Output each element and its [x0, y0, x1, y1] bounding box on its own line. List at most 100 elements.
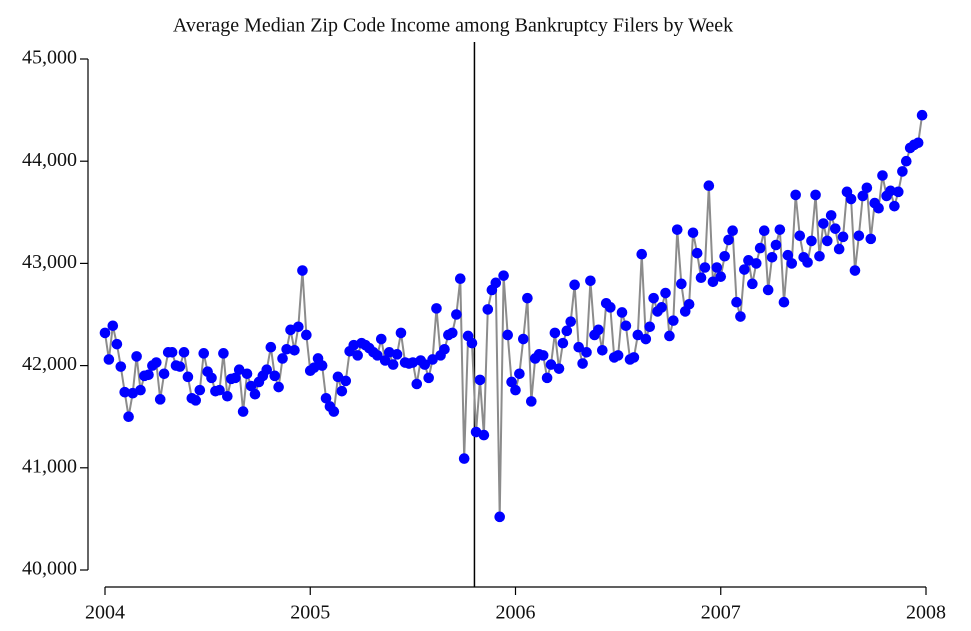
data-point: [233, 364, 245, 375]
data-point: [561, 325, 573, 337]
data-point: [297, 265, 308, 276]
data-point: [900, 155, 912, 167]
data-point: [387, 359, 399, 370]
data-point: [916, 109, 928, 121]
data-point: [411, 378, 423, 390]
data-point: [628, 352, 640, 363]
data-point: [861, 182, 873, 194]
data-point: [569, 279, 580, 291]
data-point: [810, 189, 821, 201]
data-point: [620, 320, 632, 332]
data-point: [454, 273, 466, 285]
data-point: [632, 329, 644, 341]
data-point: [419, 359, 431, 370]
y-tick-label: 42,000: [22, 353, 77, 375]
x-tick-label: 2007: [701, 602, 741, 624]
data-point: [119, 386, 131, 398]
data-point: [818, 218, 829, 229]
data-point: [277, 353, 288, 364]
data-point: [577, 358, 588, 369]
data-point: [565, 316, 577, 327]
data-point: [877, 170, 888, 181]
data-point: [273, 381, 284, 393]
data-point: [727, 225, 738, 236]
data-point: [660, 287, 671, 299]
data-point: [431, 303, 442, 314]
data-point: [115, 361, 127, 372]
data-point: [557, 337, 569, 349]
data-point: [636, 248, 648, 260]
x-tick-label: 2005: [290, 602, 330, 624]
y-tick-label: 45,000: [22, 47, 77, 69]
y-tick-label: 40,000: [22, 558, 77, 580]
data-point: [711, 262, 723, 273]
data-point: [340, 375, 352, 387]
data-point: [99, 327, 111, 339]
data-point: [522, 292, 533, 304]
data-point: [482, 304, 494, 315]
data-point: [735, 311, 746, 322]
data-point: [849, 265, 861, 276]
data-point: [719, 250, 730, 262]
data-point: [853, 230, 865, 242]
x-tick-label: 2008: [906, 602, 946, 624]
data-point: [774, 224, 786, 235]
data-point: [143, 369, 154, 381]
data-point: [135, 384, 146, 396]
data-point: [699, 262, 711, 273]
data-point: [545, 359, 557, 370]
data-point: [214, 384, 225, 396]
data-point: [585, 275, 596, 287]
data-point: [821, 235, 833, 247]
data-point: [249, 388, 261, 400]
data-point: [245, 380, 257, 392]
data-point: [514, 368, 525, 380]
data-point: [573, 341, 585, 353]
data-point: [549, 327, 561, 339]
data-point: [281, 343, 292, 355]
data-point: [336, 385, 348, 397]
data-point: [517, 333, 529, 345]
data-point: [747, 278, 758, 290]
data-point: [490, 277, 502, 289]
data-point: [656, 302, 667, 313]
data-point: [423, 372, 434, 384]
data-point: [581, 347, 592, 358]
data-point: [707, 276, 719, 288]
data-point: [111, 338, 123, 350]
data-point: [154, 394, 166, 405]
data-point: [194, 384, 206, 396]
data-point: [379, 355, 391, 366]
data-point: [676, 278, 687, 290]
data-point: [754, 242, 766, 254]
data-point: [837, 231, 849, 243]
data-point: [427, 354, 438, 365]
data-point: [912, 137, 924, 149]
y-tick-label: 41,000: [22, 455, 77, 477]
data-point: [131, 351, 142, 362]
data-point: [664, 330, 675, 342]
data-point: [825, 210, 837, 221]
data-point: [897, 166, 908, 177]
data-point: [644, 321, 656, 333]
data-point: [466, 337, 478, 349]
data-point: [616, 307, 628, 318]
data-point: [316, 360, 328, 371]
data-point: [758, 225, 770, 236]
data-point: [269, 370, 281, 382]
data-point: [687, 227, 699, 239]
data-point: [541, 372, 553, 384]
data-point: [605, 302, 616, 313]
data-point: [731, 296, 742, 308]
data-point: [892, 186, 904, 198]
data-point: [683, 298, 695, 310]
data-point: [222, 390, 233, 402]
data-point: [510, 384, 521, 396]
data-point: [352, 350, 363, 361]
data-point: [328, 406, 340, 417]
data-point: [308, 362, 320, 373]
data-point: [833, 243, 845, 255]
data-point: [766, 251, 778, 263]
data-point: [206, 372, 217, 384]
data-point: [762, 284, 774, 296]
